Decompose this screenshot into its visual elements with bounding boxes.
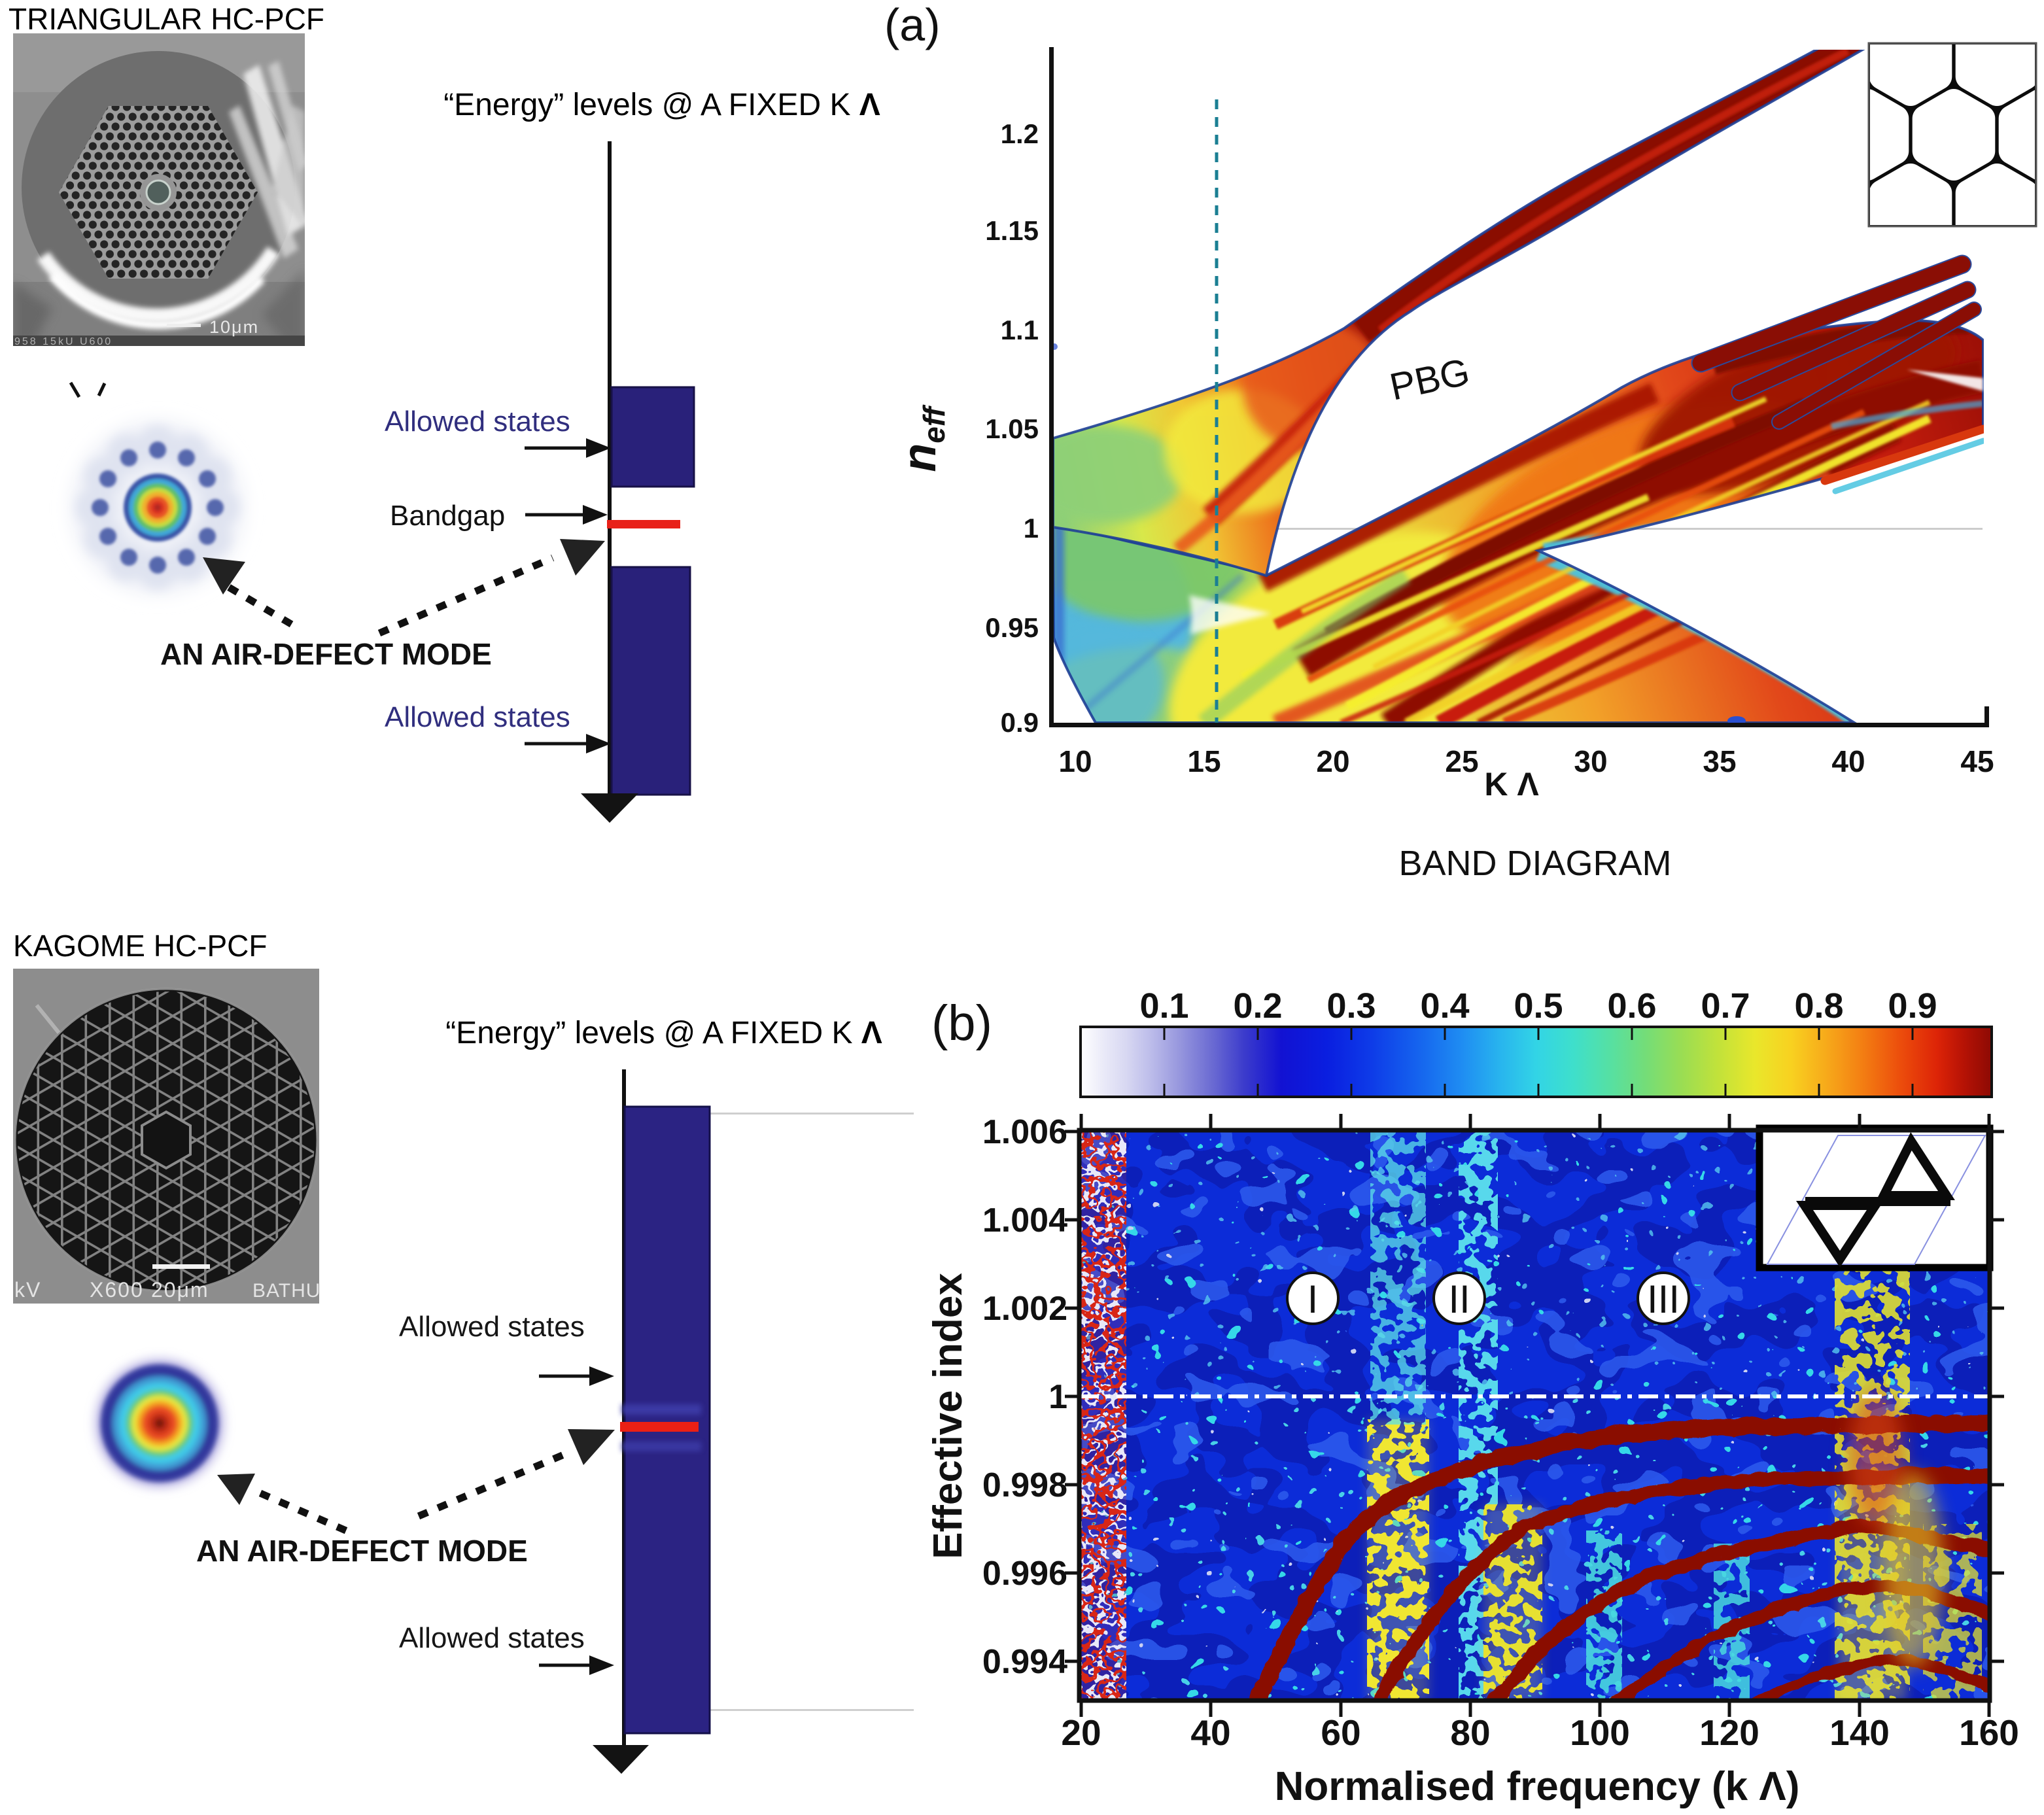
svg-text:0.3: 0.3	[1326, 986, 1376, 1026]
svg-text:0.95: 0.95	[985, 612, 1039, 643]
svg-text:X600: X600	[90, 1278, 144, 1302]
svg-text:1.002: 1.002	[982, 1290, 1067, 1328]
svg-text:1.006: 1.006	[982, 1113, 1067, 1151]
svg-text:20μm: 20μm	[151, 1278, 209, 1302]
svg-text:1.004: 1.004	[982, 1201, 1067, 1239]
svg-text:neff: neff	[893, 404, 951, 472]
svg-text:(a): (a)	[884, 0, 941, 50]
svg-text:I: I	[1308, 1277, 1319, 1321]
svg-text:III: III	[1647, 1277, 1680, 1321]
svg-text:Allowed states: Allowed states	[399, 1311, 585, 1343]
svg-text:160: 160	[1959, 1712, 2019, 1753]
svg-text:45: 45	[1960, 744, 1994, 778]
svg-text:0.6: 0.6	[1607, 986, 1656, 1026]
svg-text:0.9: 0.9	[1888, 986, 1937, 1026]
svg-text:0.998: 0.998	[982, 1466, 1067, 1504]
svg-text:0.2: 0.2	[1233, 986, 1282, 1026]
svg-text:30: 30	[1574, 744, 1607, 778]
svg-text:10μm: 10μm	[209, 317, 259, 337]
svg-text:60: 60	[1321, 1712, 1360, 1753]
svg-text:80: 80	[1450, 1712, 1490, 1753]
svg-text:25: 25	[1445, 744, 1478, 778]
svg-text:1.2: 1.2	[1001, 118, 1039, 149]
svg-text:0.7: 0.7	[1701, 986, 1750, 1026]
svg-text:PBG: PBG	[1386, 351, 1473, 409]
svg-text:kV: kV	[14, 1278, 41, 1302]
svg-text:0.8: 0.8	[1794, 986, 1843, 1026]
svg-text:20: 20	[1061, 1712, 1101, 1753]
svg-text:Allowed states: Allowed states	[385, 406, 570, 438]
svg-text:Allowed states: Allowed states	[385, 701, 570, 733]
svg-text:35: 35	[1703, 744, 1736, 778]
svg-text:AN AIR-DEFECT MODE: AN AIR-DEFECT MODE	[196, 1534, 528, 1568]
svg-text:1: 1	[1024, 513, 1039, 544]
svg-text:BAND DIAGRAM: BAND DIAGRAM	[1398, 844, 1671, 883]
svg-text:20: 20	[1316, 744, 1349, 778]
svg-text:II: II	[1448, 1277, 1470, 1321]
svg-text:100: 100	[1570, 1712, 1630, 1753]
svg-text:Allowed states: Allowed states	[399, 1622, 585, 1654]
svg-text:0.5: 0.5	[1514, 986, 1563, 1026]
svg-text:BATHU: BATHU	[252, 1280, 320, 1302]
svg-text:40: 40	[1190, 1712, 1230, 1753]
svg-text:KAGOME HC-PCF: KAGOME HC-PCF	[13, 929, 267, 963]
svg-text:958 15kU U600: 958 15kU U600	[14, 336, 113, 347]
svg-text:“Energy” levels @ A FIXED K Λ: “Energy” levels @ A FIXED K Λ	[445, 1016, 882, 1050]
svg-text:Effective index: Effective index	[926, 1273, 971, 1559]
svg-text:K Λ: K Λ	[1484, 766, 1539, 803]
svg-text:1.1: 1.1	[1001, 315, 1039, 345]
svg-text:AN AIR-DEFECT MODE: AN AIR-DEFECT MODE	[160, 637, 492, 671]
svg-text:Bandgap: Bandgap	[390, 500, 505, 532]
svg-text:140: 140	[1829, 1712, 1890, 1753]
svg-text:(b): (b)	[931, 995, 992, 1051]
svg-text:0.9: 0.9	[1001, 707, 1039, 738]
svg-text:10: 10	[1058, 744, 1092, 778]
svg-text:120: 120	[1699, 1712, 1759, 1753]
svg-text:15: 15	[1187, 744, 1221, 778]
svg-text:0.1: 0.1	[1139, 986, 1188, 1026]
svg-text:TRIANGULAR HC-PCF: TRIANGULAR HC-PCF	[9, 2, 324, 36]
svg-text:1.15: 1.15	[985, 215, 1039, 246]
svg-text:1.05: 1.05	[985, 413, 1039, 444]
svg-text:40: 40	[1831, 744, 1865, 778]
svg-text:“Energy” levels @ A FIXED K Λ: “Energy” levels @ A FIXED K Λ	[443, 88, 880, 122]
svg-text:Normalised frequency (k Λ): Normalised frequency (k Λ)	[1275, 1764, 1800, 1809]
svg-text:0.996: 0.996	[982, 1555, 1067, 1593]
svg-text:0.994: 0.994	[982, 1643, 1067, 1681]
svg-text:0.4: 0.4	[1420, 986, 1469, 1026]
svg-text:1: 1	[1048, 1378, 1067, 1416]
